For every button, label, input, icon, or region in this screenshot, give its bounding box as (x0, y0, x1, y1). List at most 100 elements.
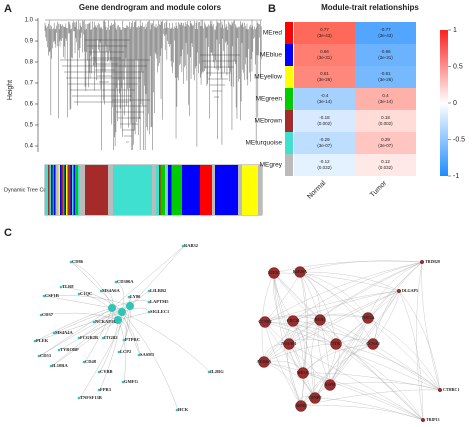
y-tick-label: 1.0 (25, 18, 34, 24)
row-label: MEbrown (255, 118, 283, 125)
node-label: C1QC (80, 291, 92, 296)
edge (329, 261, 423, 386)
edge (129, 245, 185, 307)
edge (372, 261, 423, 345)
node (99, 289, 103, 293)
cell-p: (3e-07) (317, 143, 332, 148)
edge (121, 307, 151, 313)
edge (288, 261, 423, 345)
node-label: CD48 (85, 359, 97, 364)
edge (51, 319, 119, 367)
edge (111, 245, 185, 309)
edge (71, 261, 123, 313)
node-label: IL2RG (210, 369, 224, 374)
edge (273, 272, 337, 345)
edge (111, 307, 141, 356)
row-label: MEblue (260, 52, 282, 59)
legend-tick-label: 1 (453, 27, 457, 34)
edge (398, 290, 424, 421)
node (137, 353, 141, 357)
dendrogram (44, 19, 262, 150)
legend-tick-label: 0 (453, 100, 457, 107)
heat-cell (294, 110, 355, 132)
color-segment (69, 165, 71, 215)
node-label: CD53 (40, 353, 52, 358)
heat-cell (355, 110, 416, 132)
edge (367, 317, 441, 391)
hub-node (108, 304, 116, 312)
row-label: MEred (263, 30, 283, 37)
edge (299, 271, 441, 391)
heat-cell (355, 88, 416, 110)
row-label: MEturquoise (246, 140, 283, 147)
cell-value: -0.29 (319, 137, 330, 142)
edge (264, 261, 423, 323)
heat-cell (294, 88, 355, 110)
color-segment (46, 165, 48, 215)
node (367, 338, 379, 350)
node (147, 310, 151, 314)
color-segment (258, 165, 262, 215)
dendrogram-title: Gene dendrogram and module colors (79, 3, 222, 12)
edge (299, 260, 423, 273)
edge (300, 343, 374, 407)
node (77, 336, 81, 340)
edge (335, 343, 441, 391)
edge (329, 343, 374, 386)
hub-node (114, 316, 122, 324)
color-segment (80, 165, 85, 215)
node-label: TRIP13 (426, 417, 440, 422)
color-segment (72, 165, 74, 215)
module-color (285, 132, 293, 154)
color-segment (60, 165, 62, 215)
cell-value: -0.61 (380, 71, 391, 76)
cell-value: -0.66 (380, 49, 391, 54)
y-label: Height (7, 80, 14, 100)
panel-letter: B (268, 3, 276, 15)
edge (299, 271, 321, 321)
module-color (285, 44, 293, 66)
edge (264, 271, 301, 323)
node (283, 338, 295, 350)
node-label: CD300A (117, 279, 134, 284)
y-tick-label: 0.7 (25, 81, 34, 87)
cell-p: (0.032) (378, 165, 393, 170)
node (295, 400, 307, 412)
edge (273, 272, 400, 292)
row-label: MEgrey (260, 162, 283, 169)
cell-value: 0.4 (382, 93, 389, 98)
node-label: LILRB2 (150, 288, 167, 293)
node (297, 367, 309, 379)
edge (61, 286, 123, 313)
edge (273, 272, 304, 374)
cell-value: 0.12 (381, 159, 390, 164)
node (37, 354, 41, 358)
node-label: CCNB2 (258, 319, 271, 324)
edge (71, 261, 113, 309)
legend-tick-label: -0.5 (453, 136, 465, 143)
heat-cell (355, 154, 416, 176)
color-segment (78, 165, 80, 215)
node (147, 300, 151, 304)
edge (292, 320, 424, 421)
node (77, 292, 81, 296)
color-segment (169, 165, 171, 215)
color-segment (157, 165, 159, 215)
node (314, 314, 326, 326)
edge (117, 319, 126, 383)
color-segment (67, 165, 69, 215)
edge (299, 271, 307, 407)
legend-tick-label: 0.5 (453, 63, 463, 70)
node (421, 418, 426, 423)
edge (117, 311, 151, 321)
node (127, 295, 131, 299)
node (101, 336, 105, 340)
edge (263, 361, 424, 421)
node-label: MS4A4A (55, 330, 73, 335)
color-segment (48, 165, 50, 215)
node (77, 396, 81, 400)
node (92, 320, 96, 324)
node (309, 392, 321, 404)
node-label: PLEK (36, 338, 49, 343)
edge (319, 319, 441, 391)
